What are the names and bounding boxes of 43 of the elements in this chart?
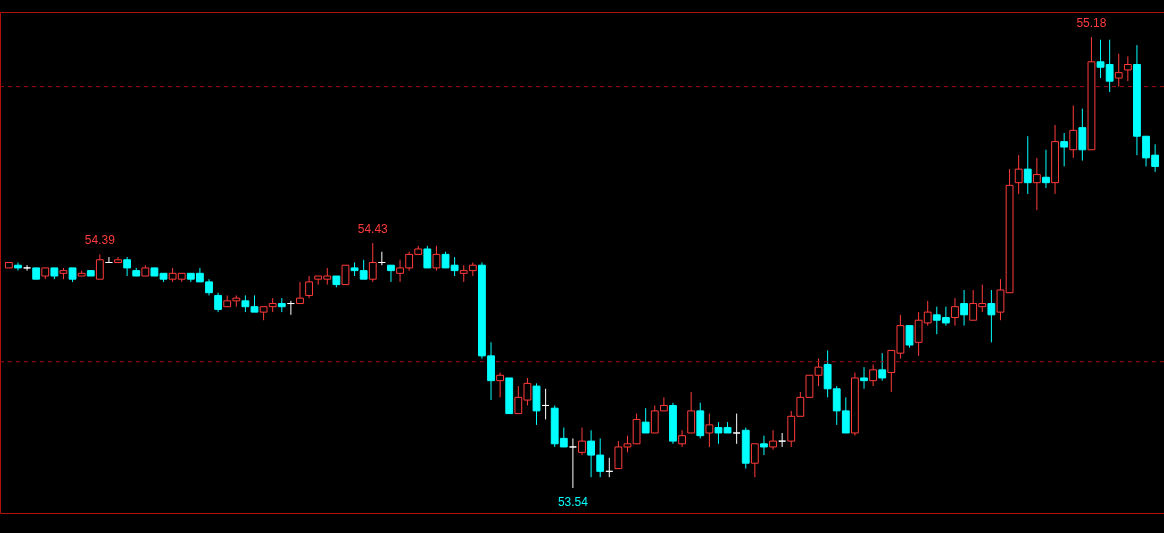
candlestick	[1123, 55, 1132, 82]
candlestick	[1069, 105, 1078, 159]
candlestick	[705, 413, 714, 448]
candlestick	[305, 275, 313, 299]
candlestick	[678, 429, 686, 448]
annotation: 54.39	[84, 233, 116, 248]
candlestick	[1114, 53, 1123, 88]
candlestick	[1014, 154, 1023, 195]
candlestick	[1042, 149, 1050, 189]
candlestick	[878, 352, 887, 382]
candlestick	[1078, 108, 1087, 162]
candlestick	[568, 437, 577, 489]
candlestick	[905, 325, 914, 349]
candlestick	[960, 289, 968, 327]
candlestick	[769, 429, 777, 451]
candlestick	[951, 297, 959, 327]
candlestick	[860, 366, 868, 390]
annotation: 55.18	[1076, 16, 1107, 30]
candlestick	[432, 245, 441, 272]
candlestick	[296, 281, 304, 305]
candlestick	[760, 435, 768, 456]
candlestick	[387, 264, 395, 283]
candlestick	[869, 363, 878, 387]
candlestick	[1060, 132, 1069, 167]
candlestick	[496, 372, 505, 398]
candlestick	[123, 256, 132, 277]
candlestick	[687, 391, 696, 434]
candlestick	[778, 432, 787, 448]
candlestick	[987, 289, 996, 343]
candlestick	[341, 264, 350, 286]
candlestick	[1032, 157, 1041, 211]
candlestick	[14, 262, 22, 272]
candlestick	[368, 242, 377, 283]
candlestick	[641, 407, 650, 434]
candlestick	[732, 413, 741, 445]
annotation: 54.43	[357, 222, 389, 237]
candlestick	[750, 443, 759, 478]
candlestick	[214, 292, 223, 313]
annotation: 53.54	[557, 495, 589, 509]
candlestick	[1023, 135, 1032, 195]
candlestick	[578, 427, 586, 456]
candlestick	[95, 253, 104, 280]
candlestick	[423, 245, 432, 269]
